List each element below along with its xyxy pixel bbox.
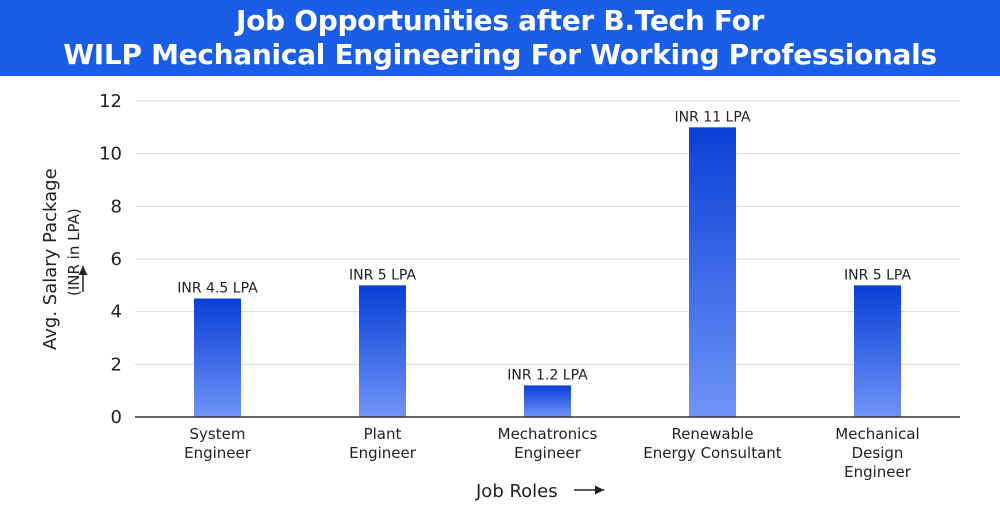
x-axis-categories: SystemEngineerPlantEngineerMechatronicsE… <box>184 425 920 481</box>
bar <box>524 385 571 417</box>
y-tick-label: 0 <box>111 407 122 428</box>
bar-data-label: INR 5 LPA <box>844 267 911 283</box>
bar-data-label: INR 11 LPA <box>675 109 751 125</box>
bar <box>854 285 901 417</box>
y-tick-label: 10 <box>99 144 122 165</box>
y-axis-title-group: Avg. Salary Package <box>40 168 61 350</box>
bar-data-label: INR 5 LPA <box>349 267 416 283</box>
x-axis-title-group: Job Roles <box>475 481 604 502</box>
chart-title-line-1: Job Opportunities after B.Tech For <box>235 4 765 37</box>
x-axis-title: Job Roles <box>475 481 558 502</box>
y-tick-label: 8 <box>111 196 122 217</box>
bar <box>194 298 241 417</box>
x-tick-label: Renewable <box>671 425 753 443</box>
y-tick-label: 6 <box>111 249 122 270</box>
bars: INR 4.5 LPA INR 5 LPA INR 1.2 LPA INR 11 LP… <box>177 109 911 417</box>
y-tick-label: 4 <box>111 302 122 323</box>
x-tick-label: Plant <box>364 425 402 443</box>
x-tick-label: Engineer <box>349 444 417 462</box>
x-tick-label: Engineer <box>514 444 582 462</box>
y-axis-title: Avg. Salary Package <box>40 168 61 350</box>
bar <box>689 127 736 417</box>
bar-data-label: INR 4.5 LPA <box>177 281 258 297</box>
y-axis-subtitle-group: (INR in LPA) <box>65 208 88 296</box>
x-tick-label: Engineer <box>184 444 252 462</box>
y-axis-ticks: 0 2 4 6 8 10 12 <box>99 91 122 428</box>
x-tick-label: Mechanical <box>835 425 919 443</box>
x-tick-label: System <box>190 425 246 443</box>
x-tick-label: Mechatronics <box>498 425 598 443</box>
y-tick-label: 12 <box>99 91 122 112</box>
chart-title-line-2: WILP Mechanical Engineering For Working … <box>63 38 937 71</box>
grid-lines <box>135 100 960 365</box>
bar <box>359 285 406 417</box>
x-tick-label: Energy Consultant <box>643 444 782 462</box>
x-tick-label: Engineer <box>844 463 912 481</box>
y-axis-subtitle: (INR in LPA) <box>65 208 83 296</box>
y-tick-label: 2 <box>111 354 122 375</box>
bar-data-label: INR 1.2 LPA <box>507 367 588 383</box>
chart-title-banner: Job Opportunities after B.Tech For WILP … <box>0 0 1000 76</box>
x-tick-label: Design <box>852 444 904 462</box>
